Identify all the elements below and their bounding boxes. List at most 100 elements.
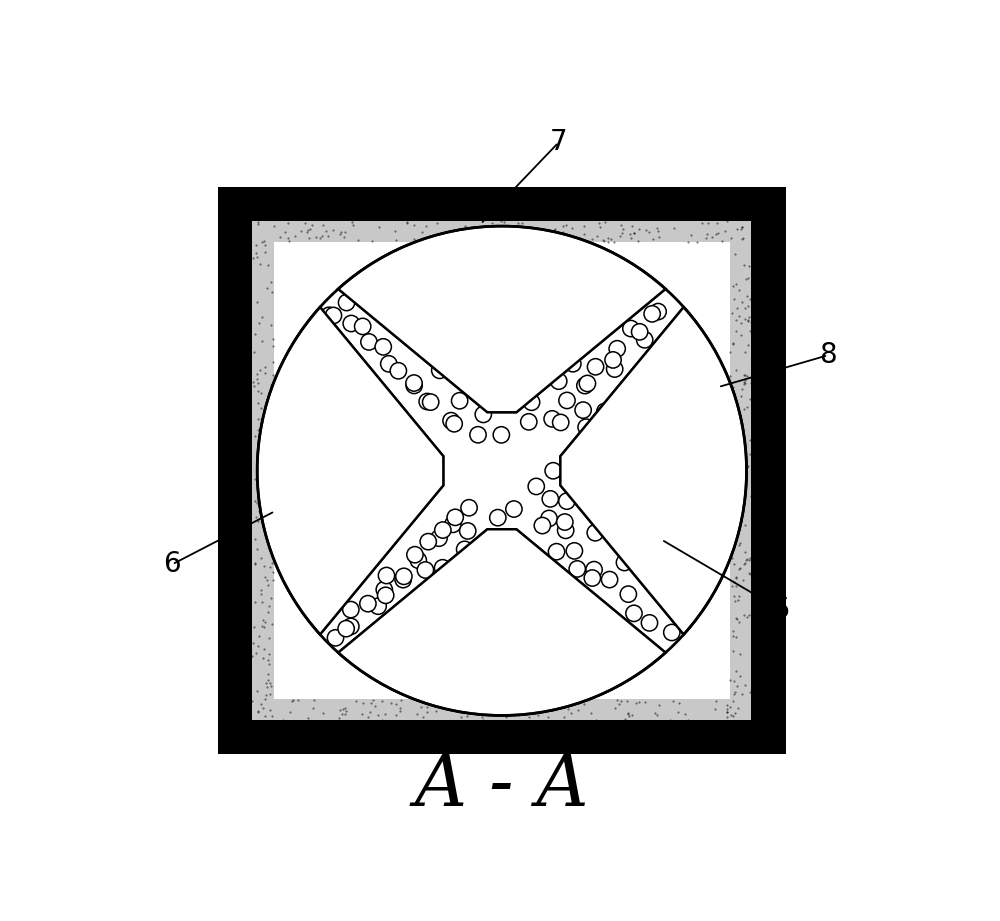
Circle shape: [525, 372, 542, 389]
Polygon shape: [257, 307, 443, 635]
Circle shape: [477, 384, 493, 401]
Circle shape: [410, 552, 426, 568]
Polygon shape: [218, 187, 786, 754]
Circle shape: [664, 624, 680, 641]
Circle shape: [586, 562, 602, 577]
Polygon shape: [560, 307, 746, 635]
Polygon shape: [338, 227, 666, 413]
Circle shape: [419, 393, 435, 410]
Circle shape: [376, 581, 392, 598]
Circle shape: [461, 499, 477, 516]
Circle shape: [631, 323, 648, 340]
Circle shape: [407, 546, 423, 563]
Circle shape: [460, 356, 477, 372]
Circle shape: [420, 533, 436, 550]
Circle shape: [549, 340, 566, 356]
Circle shape: [618, 494, 634, 510]
Circle shape: [524, 578, 540, 594]
Circle shape: [521, 414, 537, 430]
Text: 6: 6: [163, 551, 181, 578]
Circle shape: [637, 332, 653, 348]
Circle shape: [559, 392, 575, 409]
Circle shape: [545, 462, 561, 479]
Circle shape: [623, 321, 639, 337]
Circle shape: [378, 588, 394, 603]
Circle shape: [565, 356, 581, 372]
Circle shape: [501, 374, 517, 391]
Circle shape: [417, 562, 434, 578]
Circle shape: [609, 341, 625, 357]
Circle shape: [445, 516, 461, 532]
Circle shape: [467, 599, 483, 614]
Circle shape: [620, 586, 637, 602]
Circle shape: [470, 426, 486, 443]
Circle shape: [569, 561, 585, 577]
Text: 8: 8: [819, 341, 837, 369]
Circle shape: [493, 426, 509, 443]
Text: 5: 5: [773, 597, 791, 624]
Circle shape: [355, 319, 371, 334]
Circle shape: [343, 618, 359, 635]
Circle shape: [596, 477, 613, 494]
Circle shape: [375, 339, 391, 355]
Circle shape: [446, 415, 462, 432]
Circle shape: [451, 392, 468, 409]
Circle shape: [396, 568, 412, 585]
Circle shape: [440, 584, 456, 600]
Circle shape: [626, 605, 642, 622]
Circle shape: [327, 630, 344, 646]
Circle shape: [467, 557, 483, 574]
Circle shape: [579, 375, 596, 391]
Circle shape: [431, 530, 447, 546]
Circle shape: [548, 543, 565, 560]
Circle shape: [534, 518, 551, 533]
Circle shape: [378, 567, 395, 584]
Polygon shape: [338, 530, 666, 716]
Circle shape: [575, 402, 591, 418]
Polygon shape: [560, 307, 746, 635]
Circle shape: [647, 485, 663, 502]
Circle shape: [434, 560, 451, 576]
Circle shape: [502, 309, 518, 324]
Circle shape: [477, 532, 493, 549]
Circle shape: [395, 571, 411, 588]
Circle shape: [646, 455, 662, 472]
Circle shape: [423, 394, 439, 410]
Circle shape: [343, 601, 359, 618]
Circle shape: [578, 419, 594, 436]
Circle shape: [566, 542, 583, 559]
Circle shape: [325, 308, 342, 323]
Circle shape: [650, 303, 666, 320]
Circle shape: [370, 598, 386, 614]
Circle shape: [475, 406, 491, 423]
Circle shape: [528, 478, 544, 495]
Circle shape: [490, 509, 506, 526]
Circle shape: [625, 396, 641, 412]
Circle shape: [525, 344, 541, 360]
Circle shape: [475, 331, 492, 347]
Circle shape: [492, 353, 508, 369]
Circle shape: [390, 363, 407, 379]
Circle shape: [607, 361, 623, 378]
Circle shape: [338, 621, 354, 636]
Circle shape: [406, 378, 422, 393]
Circle shape: [523, 394, 540, 411]
Circle shape: [601, 571, 618, 588]
Circle shape: [584, 570, 600, 586]
Circle shape: [577, 378, 593, 394]
Circle shape: [603, 429, 619, 446]
Circle shape: [459, 337, 476, 354]
Text: 7: 7: [550, 128, 567, 157]
Circle shape: [605, 352, 621, 368]
Circle shape: [578, 492, 595, 508]
Circle shape: [558, 522, 574, 539]
Circle shape: [360, 596, 376, 612]
Circle shape: [443, 413, 459, 429]
Circle shape: [641, 614, 658, 631]
Circle shape: [406, 375, 422, 391]
Circle shape: [488, 551, 504, 566]
Circle shape: [460, 523, 476, 539]
Circle shape: [559, 493, 575, 509]
Circle shape: [381, 356, 397, 372]
Circle shape: [557, 514, 573, 530]
